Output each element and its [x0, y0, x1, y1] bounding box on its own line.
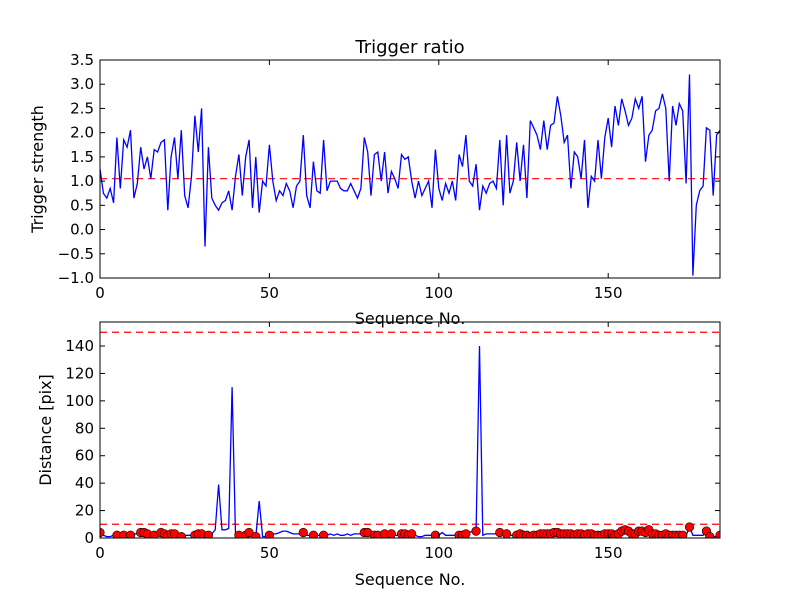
data-point-marker	[203, 530, 214, 538]
data-point-marker	[471, 526, 481, 536]
data-point-marker	[461, 529, 471, 538]
data-point-marker	[430, 530, 441, 538]
data-point-marker	[684, 522, 695, 532]
data-point-marker	[251, 532, 261, 538]
y-tick-label: 0	[84, 529, 94, 547]
y-tick-label: 2.0	[70, 124, 94, 142]
y-tick-label: 80	[75, 419, 94, 437]
bottom-axes: 0 50 100 150 0 20 40 60 80 100 120 140	[65, 321, 721, 562]
data-point-marker	[125, 530, 136, 538]
bottom-y-axis-label: Distance [pix]	[36, 374, 55, 486]
data-point-marker	[705, 532, 715, 538]
x-tick-label: 50	[260, 544, 279, 562]
y-tick-label: 120	[65, 364, 94, 382]
data-point-marker	[244, 527, 254, 538]
y-tick-label: 1.0	[70, 172, 94, 190]
top-chart-title: Trigger ratio	[354, 37, 464, 58]
axes-frame	[99, 321, 721, 539]
x-tick-label: 100	[424, 544, 453, 562]
y-tick-label: 0.5	[70, 196, 94, 214]
data-point-marker	[308, 530, 319, 538]
data-point-marker	[319, 530, 329, 538]
data-point-marker	[386, 529, 396, 538]
data-point-marker	[298, 527, 308, 538]
x-tick-label: 100	[424, 284, 453, 302]
top-y-axis-label: Trigger strength	[28, 105, 47, 234]
data-point-marker	[501, 529, 512, 538]
x-tick-label: 150	[594, 544, 623, 562]
y-tick-label: 20	[75, 502, 94, 520]
y-tick-label: −0.5	[58, 245, 94, 263]
y-tick-label: 100	[65, 392, 94, 410]
x-tick-label: 0	[95, 284, 105, 302]
data-point-marker	[407, 529, 417, 538]
y-tick-label: −1.0	[58, 269, 94, 287]
top-x-axis-label: Sequence No.	[355, 309, 466, 328]
data-point-marker	[176, 532, 186, 538]
bottom-x-axis-label: Sequence No.	[355, 570, 466, 589]
y-tick-label: 3.5	[70, 51, 94, 69]
y-tick-label: 3.0	[70, 75, 94, 93]
data-point-marker	[678, 530, 688, 538]
marker-group	[100, 522, 720, 538]
data-point-marker	[715, 530, 720, 538]
x-tick-label: 150	[594, 284, 623, 302]
y-tick-label: 1.5	[70, 148, 94, 166]
y-tick-label: 60	[75, 447, 94, 465]
y-tick-label: 2.5	[70, 99, 94, 117]
axes-frame	[99, 59, 721, 279]
y-tick-label: 140	[65, 337, 94, 355]
y-tick-label: 40	[75, 474, 94, 492]
top-axes: 0 50 100 150 −1.0 −0.5 0.0 0.5 1.0 1.5 2.0 2.5 3.0 3.…	[58, 51, 721, 302]
data-series-line	[100, 74, 720, 276]
y-tick-label: 0.0	[70, 221, 94, 239]
x-tick-label: 50	[260, 284, 279, 302]
data-point-marker	[100, 527, 105, 538]
x-tick-label: 0	[95, 544, 105, 562]
